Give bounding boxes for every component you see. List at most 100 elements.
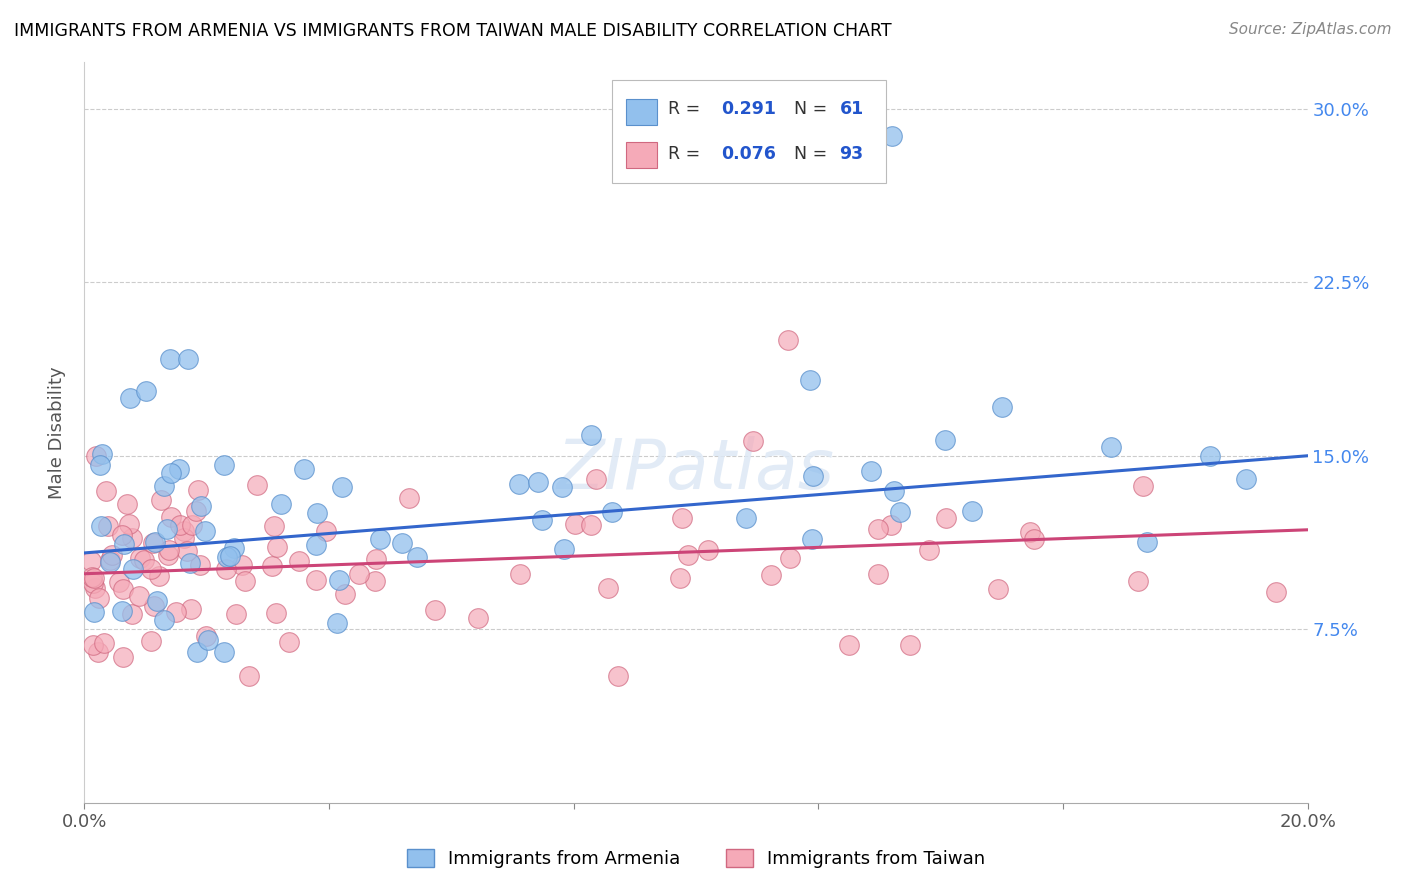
Point bbox=[898, 639, 921, 653]
Point bbox=[143, 535, 166, 549]
Point bbox=[90, 447, 112, 461]
Point bbox=[87, 645, 110, 659]
Point bbox=[156, 523, 179, 537]
Point bbox=[188, 558, 211, 573]
Point bbox=[398, 491, 420, 505]
Point bbox=[80, 570, 103, 584]
Text: N =: N = bbox=[783, 100, 832, 118]
Point bbox=[159, 351, 181, 366]
Point bbox=[167, 462, 190, 476]
Point bbox=[508, 477, 530, 491]
Point bbox=[596, 582, 619, 596]
Point bbox=[879, 518, 901, 533]
Point bbox=[160, 466, 183, 480]
Point bbox=[880, 129, 903, 144]
Point bbox=[121, 607, 143, 622]
Point bbox=[112, 650, 135, 665]
Y-axis label: Male Disability: Male Disability bbox=[48, 367, 66, 499]
Point bbox=[405, 549, 427, 564]
Point bbox=[776, 333, 799, 347]
Point bbox=[177, 351, 200, 366]
Point bbox=[530, 513, 553, 527]
Point bbox=[173, 531, 195, 545]
Point bbox=[467, 610, 489, 624]
Point bbox=[135, 384, 157, 398]
Point bbox=[553, 542, 575, 557]
Point bbox=[918, 543, 941, 558]
Point bbox=[278, 635, 301, 649]
Point bbox=[129, 551, 152, 566]
Point bbox=[1126, 574, 1149, 588]
Point bbox=[160, 510, 183, 524]
Point bbox=[83, 571, 105, 585]
Point bbox=[364, 552, 387, 566]
Text: 93: 93 bbox=[839, 145, 863, 163]
Text: IMMIGRANTS FROM ARMENIA VS IMMIGRANTS FROM TAIWAN MALE DISABILITY CORRELATION CH: IMMIGRANTS FROM ARMENIA VS IMMIGRANTS FR… bbox=[14, 22, 891, 40]
Point bbox=[579, 518, 602, 533]
Point bbox=[190, 500, 212, 514]
Point bbox=[564, 516, 586, 531]
Point bbox=[668, 571, 690, 585]
Point bbox=[111, 604, 134, 618]
Point bbox=[111, 528, 134, 542]
Point bbox=[231, 558, 253, 573]
Point bbox=[100, 548, 122, 562]
Point bbox=[246, 478, 269, 492]
Point bbox=[991, 401, 1014, 415]
Point bbox=[222, 541, 245, 555]
Point bbox=[1264, 584, 1286, 599]
Point bbox=[118, 516, 141, 531]
Point bbox=[326, 616, 349, 631]
Point bbox=[1132, 479, 1154, 493]
Point bbox=[212, 458, 235, 473]
Point bbox=[97, 518, 120, 533]
Point bbox=[83, 581, 105, 595]
Point bbox=[176, 543, 198, 558]
Point bbox=[761, 567, 783, 582]
Point bbox=[330, 480, 353, 494]
Point bbox=[315, 524, 337, 538]
Point bbox=[305, 506, 328, 520]
Point bbox=[117, 497, 139, 511]
Point bbox=[779, 550, 801, 565]
Point bbox=[838, 639, 860, 653]
Point bbox=[153, 479, 176, 493]
Point bbox=[889, 505, 911, 519]
Text: ZIPatlas: ZIPatlas bbox=[557, 436, 835, 503]
Point bbox=[266, 540, 288, 554]
Point bbox=[217, 549, 239, 564]
Point bbox=[212, 645, 235, 659]
Point bbox=[194, 524, 217, 539]
Point bbox=[676, 548, 699, 562]
Point bbox=[960, 504, 983, 518]
Point bbox=[551, 480, 574, 494]
Point bbox=[128, 589, 150, 603]
Point bbox=[270, 497, 292, 511]
Point bbox=[157, 542, 180, 557]
Point bbox=[883, 484, 905, 499]
Point bbox=[987, 582, 1010, 596]
Point bbox=[370, 533, 392, 547]
Point bbox=[94, 484, 117, 499]
Point bbox=[87, 591, 110, 606]
Point bbox=[606, 668, 628, 682]
Point bbox=[305, 574, 328, 588]
Point bbox=[671, 510, 693, 524]
Point bbox=[866, 566, 889, 581]
Point bbox=[233, 574, 256, 589]
Point bbox=[83, 605, 105, 619]
Point bbox=[156, 549, 179, 563]
Point bbox=[526, 475, 548, 490]
Point bbox=[118, 391, 141, 405]
Point bbox=[146, 593, 169, 607]
Point bbox=[934, 434, 956, 448]
Point bbox=[1022, 532, 1045, 546]
Point bbox=[180, 602, 202, 616]
Point bbox=[801, 532, 824, 546]
Point bbox=[935, 510, 957, 524]
Point bbox=[107, 574, 129, 589]
Point bbox=[98, 553, 121, 567]
Point bbox=[186, 504, 208, 518]
Point bbox=[859, 464, 882, 478]
Point bbox=[1136, 535, 1159, 549]
